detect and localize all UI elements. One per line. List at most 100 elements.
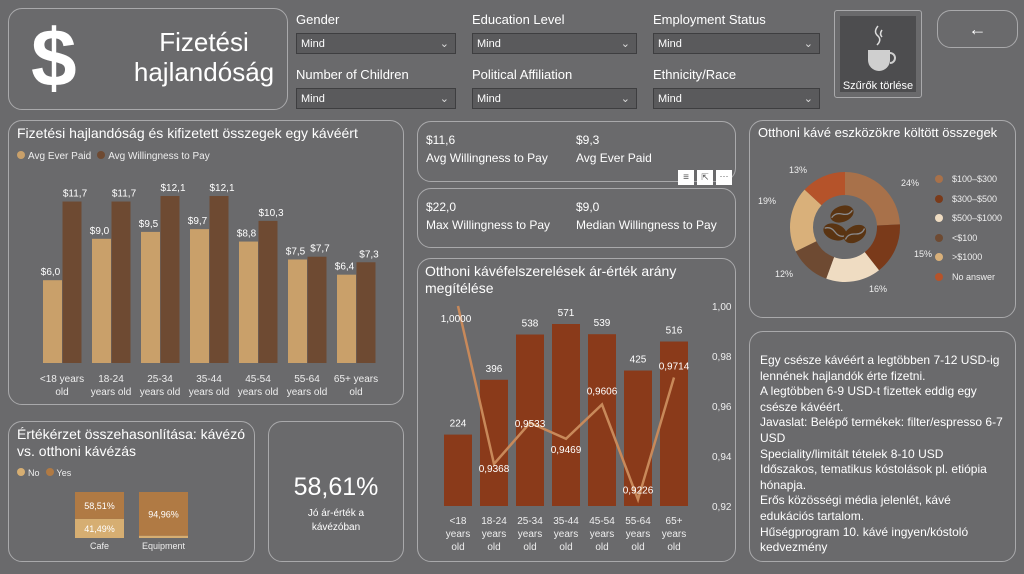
donut-slice	[864, 224, 900, 271]
note-line: Speciality/limitált tételek 8-10 USD	[760, 446, 944, 461]
home-spend-panel	[749, 120, 1016, 318]
filter-dropdown-gender[interactable]: Mind ⌄	[296, 33, 456, 54]
line-data-label: 0,9226	[623, 486, 654, 497]
filter-label-ethnicity-race: Ethnicity/Race	[653, 67, 737, 82]
bar	[111, 201, 131, 363]
bar	[62, 201, 82, 363]
note-line: A legtöbben 6-9 USD-t fizettek eddig egy…	[760, 384, 977, 414]
back-button[interactable]: ←	[937, 10, 1018, 48]
kpi-value: $11,6	[426, 133, 456, 147]
bar	[356, 262, 376, 363]
x-tick-label: 45-54	[589, 516, 615, 527]
chevron-down-icon: ⌄	[620, 93, 630, 105]
x-tick-label: old	[487, 542, 500, 553]
good-value-kpi-card	[268, 421, 404, 562]
x-tick-label: <18 years	[40, 374, 84, 385]
data-label: $8,8	[237, 229, 257, 240]
filter-icon[interactable]: ≡	[678, 170, 694, 185]
kpi-label: Max Willingness to Pay	[426, 218, 551, 232]
kpi-value: $9,0	[576, 200, 600, 214]
notes-text: Egy csésze kávéért a legtöbben 7-12 USD-…	[760, 353, 1005, 556]
chevron-down-icon: ⌄	[620, 38, 630, 50]
chevron-down-icon: ⌄	[439, 38, 449, 50]
line-data-label: 0,9606	[587, 387, 618, 398]
clear-filters-label: Szűrők törlése	[842, 80, 914, 92]
filter-dropdown-ethnicity-race[interactable]: Mind ⌄	[653, 88, 820, 109]
donut-slice	[845, 172, 900, 226]
y2-tick-label: 1,00	[712, 302, 732, 313]
more-options-icon[interactable]: ···	[716, 170, 732, 185]
kpi-value: $22,0	[426, 200, 457, 214]
kpi-label: Avg Willingness to Pay	[426, 151, 548, 165]
x-tick-label: years	[662, 529, 686, 540]
bar	[160, 196, 180, 363]
notes-panel	[749, 331, 1016, 562]
bar	[209, 196, 229, 363]
legend-item[interactable]: $100–$300	[935, 174, 997, 184]
data-label: $12,1	[160, 183, 185, 194]
filter-dropdown-political-affiliation[interactable]: Mind ⌄	[472, 88, 637, 109]
x-tick-label: 35-44	[553, 516, 579, 527]
data-label: $6,0	[41, 267, 61, 278]
bar	[552, 324, 580, 506]
donut-slice	[795, 241, 835, 279]
bean-crease	[831, 209, 853, 219]
x-tick-label: years old	[189, 387, 230, 398]
donut-slice	[790, 189, 822, 252]
bar	[588, 334, 616, 506]
clear-filters-button[interactable]: Szűrők törlése	[834, 10, 922, 98]
filter-dropdown-education-level[interactable]: Mind ⌄	[472, 33, 637, 54]
bar	[660, 341, 688, 506]
x-tick-label: years	[590, 529, 614, 540]
coffee-bean-icon	[843, 224, 867, 244]
kpi-label: Avg Ever Paid	[576, 151, 652, 165]
chart-title: Értékérzet összehasonlítása: kávézó vs. …	[17, 426, 246, 459]
x-tick-label: 65+	[666, 516, 683, 527]
legend-item-no[interactable]: No	[17, 468, 40, 478]
stacked-bar-segment	[75, 518, 124, 538]
data-label: 41,49%	[84, 524, 115, 534]
x-tick-label: <18	[450, 516, 467, 527]
stacked-bar-segment	[139, 535, 188, 538]
slice-label: 13%	[789, 165, 807, 175]
x-tick-label: old	[55, 387, 68, 398]
kpi-card-averages	[417, 121, 736, 182]
filter-dropdown-number-of-children[interactable]: Mind ⌄	[296, 88, 456, 109]
filter-dropdown-employment-status[interactable]: Mind ⌄	[653, 33, 820, 54]
legend-item-yes[interactable]: Yes	[45, 468, 71, 478]
x-tick-label: 25-34	[147, 374, 173, 385]
stacked-bar-segment	[139, 492, 188, 536]
note-line: Időszakos, tematikus kóstolások pl. etió…	[760, 462, 987, 492]
bean-crease	[844, 228, 866, 240]
willingness-chart-panel	[8, 120, 404, 405]
x-tick-label: years	[482, 529, 506, 540]
y2-tick-label: 0,92	[712, 502, 732, 513]
legend-item[interactable]: <$100	[935, 233, 977, 243]
legend-item-willingness[interactable]: Avg Willingness to Pay	[97, 151, 210, 162]
line-data-label: 0,9533	[515, 419, 546, 430]
legend-item[interactable]: No answer	[935, 272, 995, 282]
data-label: 538	[522, 319, 539, 330]
coffee-bean-icon	[830, 205, 854, 223]
note-line: Erős közösségi média jelenlét, kávé eduk…	[760, 493, 951, 523]
legend-item[interactable]: $300–$500	[935, 194, 997, 204]
data-label: $10,3	[258, 208, 283, 219]
chart-legend: Avg Ever Paid Avg Willingness to Pay	[17, 151, 210, 162]
x-tick-label: 55-64	[625, 516, 651, 527]
data-label: $7,5	[286, 247, 306, 258]
bar	[258, 220, 278, 363]
chart-legend: No Yes	[17, 468, 71, 478]
legend-item-ever-paid[interactable]: Avg Ever Paid	[17, 151, 91, 162]
focus-mode-icon[interactable]: ⇱	[697, 170, 713, 185]
slice-label: 16%	[869, 284, 887, 294]
legend-item[interactable]: >$1000	[935, 252, 982, 262]
data-label: $11,7	[112, 189, 137, 200]
x-tick-label: old	[451, 542, 464, 553]
visual-header: ≡ ⇱ ···	[678, 170, 732, 185]
x-tick-label: years old	[238, 387, 279, 398]
data-label: 58,51%	[84, 501, 115, 511]
chart-title: Fizetési hajlandóság és kifizetett össze…	[17, 125, 358, 141]
legend-item[interactable]: $500–$1000	[935, 213, 1002, 223]
kpi-label: Median Willingness to Pay	[576, 218, 717, 232]
x-tick-label: 18-24	[481, 516, 507, 527]
